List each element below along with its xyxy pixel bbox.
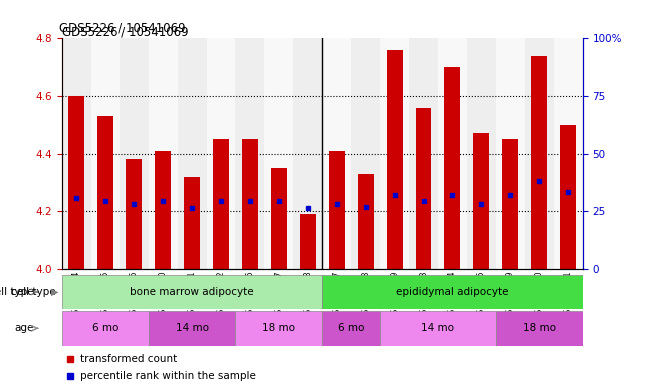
Text: 18 mo: 18 mo (262, 323, 296, 333)
Bar (62, 38, 90, 269)
Text: bone marrow adipocyte: bone marrow adipocyte (130, 287, 254, 297)
Text: 18 mo: 18 mo (523, 323, 556, 333)
Bar (126, 159, 142, 269)
Bar (148, 38, 178, 269)
Bar (473, 134, 490, 269)
Text: transformed count: transformed count (80, 354, 177, 364)
Bar (68, 96, 84, 269)
Bar (525, 38, 554, 269)
Bar (62, 275, 322, 309)
Text: 14 mo: 14 mo (421, 323, 454, 333)
Bar (236, 38, 264, 269)
Text: 6 mo: 6 mo (338, 323, 365, 333)
Bar (357, 174, 374, 269)
Bar (271, 168, 287, 269)
Bar (264, 38, 294, 269)
Text: ▶: ▶ (51, 287, 59, 297)
Bar (561, 125, 576, 269)
Text: age: age (14, 323, 34, 333)
Bar (322, 275, 583, 309)
Bar (322, 311, 380, 346)
Text: cell type: cell type (0, 287, 34, 297)
Text: GDS5226 / 10541069: GDS5226 / 10541069 (62, 25, 189, 38)
Text: cell type: cell type (10, 287, 59, 297)
Bar (554, 38, 583, 269)
Bar (409, 38, 438, 269)
Bar (329, 151, 344, 269)
Text: epididymal adipocyte: epididymal adipocyte (396, 287, 508, 297)
Bar (184, 177, 200, 269)
Text: 6 mo: 6 mo (92, 323, 118, 333)
Bar (242, 139, 258, 269)
Bar (178, 38, 206, 269)
Bar (148, 311, 236, 346)
Bar (236, 311, 322, 346)
Text: percentile rank within the sample: percentile rank within the sample (80, 371, 256, 381)
Bar (213, 139, 229, 269)
Bar (531, 56, 547, 269)
Bar (503, 139, 518, 269)
Bar (387, 50, 402, 269)
Bar (445, 67, 460, 269)
Bar (496, 38, 525, 269)
Bar (438, 38, 467, 269)
Bar (155, 151, 171, 269)
Bar (300, 214, 316, 269)
Bar (496, 311, 583, 346)
Bar (351, 38, 380, 269)
Bar (97, 116, 113, 269)
Bar (322, 38, 351, 269)
Bar (380, 38, 409, 269)
Bar (90, 38, 120, 269)
Bar (294, 38, 322, 269)
Bar (120, 38, 148, 269)
Bar (380, 311, 496, 346)
Bar (467, 38, 496, 269)
Bar (62, 311, 148, 346)
Text: GDS5226 / 10541069: GDS5226 / 10541069 (59, 22, 186, 35)
Bar (206, 38, 236, 269)
Text: 14 mo: 14 mo (176, 323, 208, 333)
Bar (415, 108, 432, 269)
